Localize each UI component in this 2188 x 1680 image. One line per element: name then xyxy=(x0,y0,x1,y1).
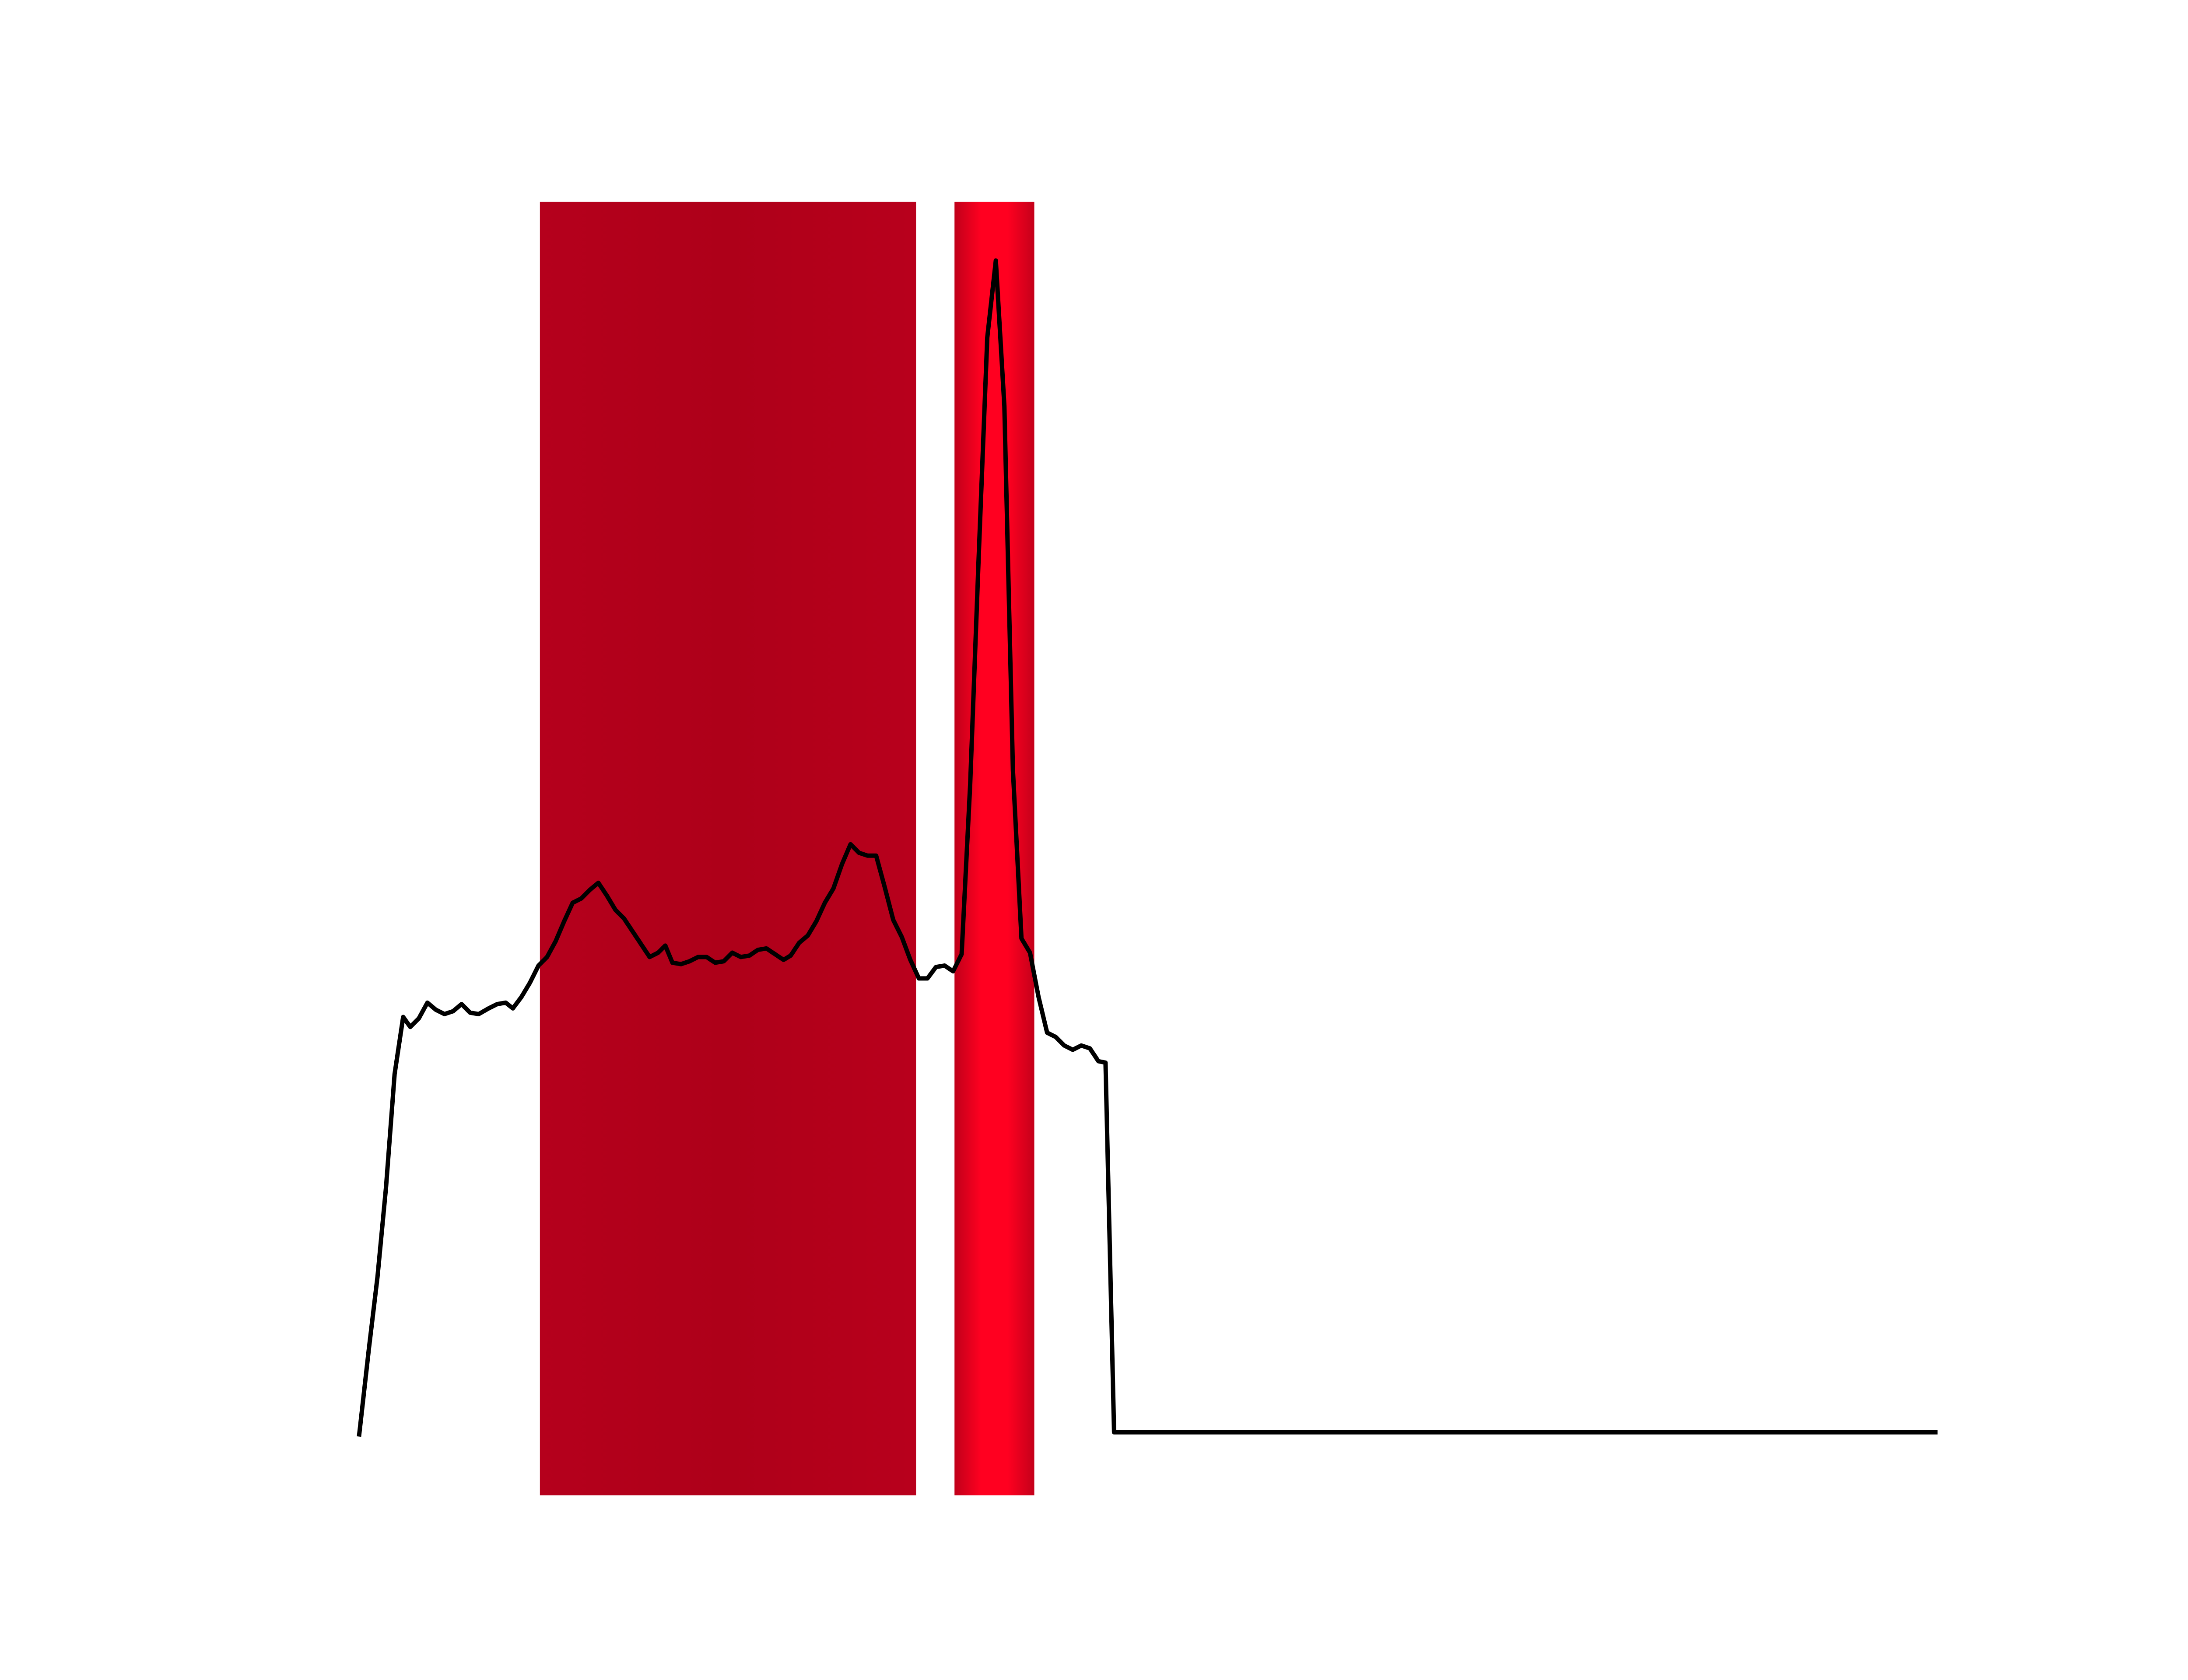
line-series xyxy=(357,258,1938,1437)
highlight-span xyxy=(540,202,916,1495)
